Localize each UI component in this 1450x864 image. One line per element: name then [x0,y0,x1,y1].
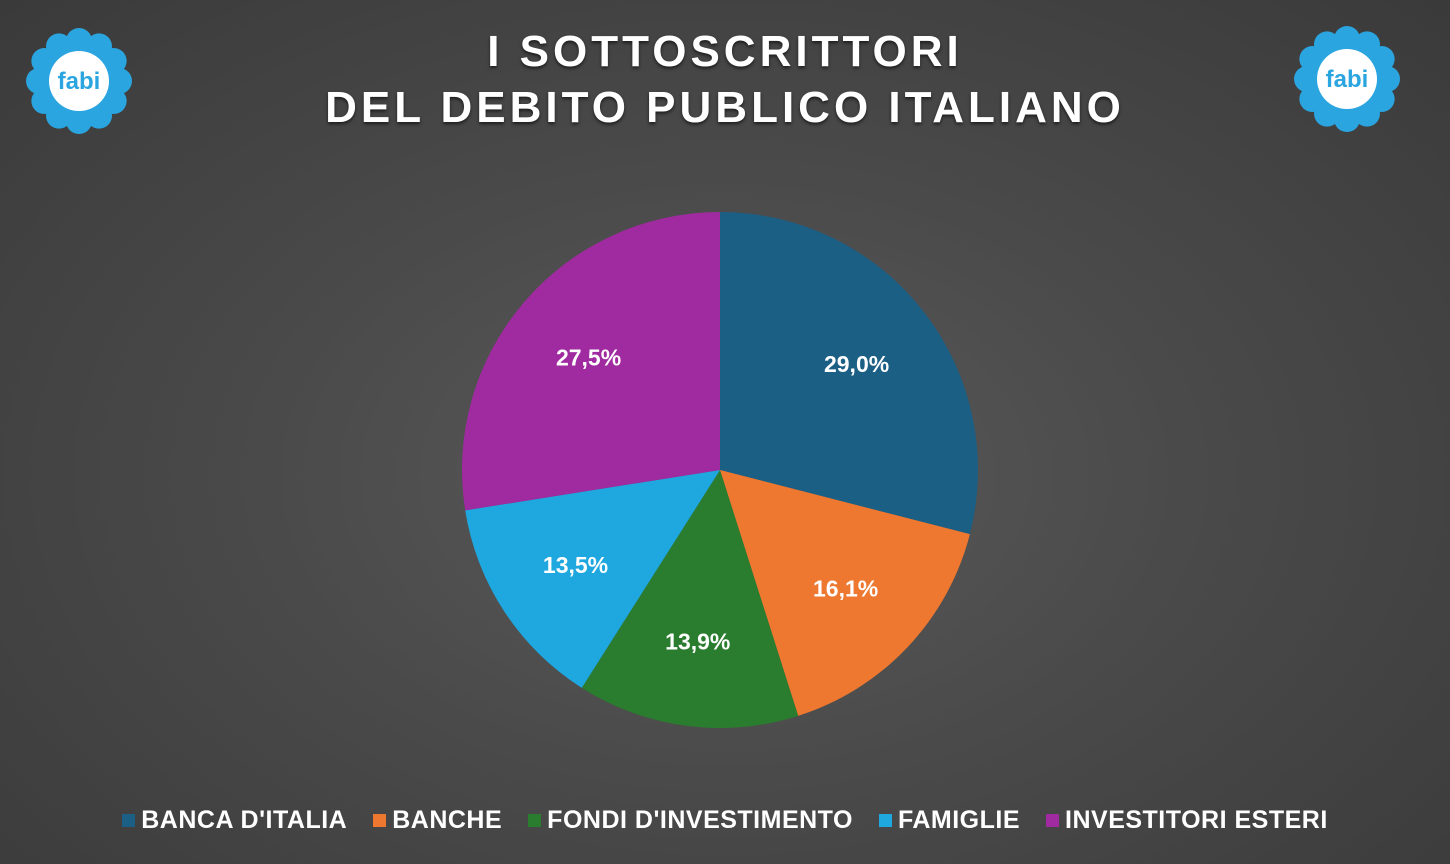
legend-label: FONDI D'INVESTIMENTO [547,806,853,834]
legend-label: INVESTITORI ESTERI [1065,806,1328,834]
pie-slice-4 [465,470,720,688]
pie-slice-label-4: 13,5% [543,552,608,578]
pie-slice-label-3: 13,9% [665,628,730,654]
legend-label: FAMIGLIE [897,806,1021,834]
legend-item-2: BANCHE [373,806,502,835]
legend-swatch [528,814,542,827]
legend-item-3: FONDI D'INVESTIMENTO [528,806,853,835]
legend-swatch [373,814,387,827]
title-line-2: DEL DEBITO PUBLICO ITALIANO [325,83,1125,132]
pie-slice-label-5: 27,5% [556,345,621,371]
chart-legend: BANCA D'ITALIA BANCHE FONDI D'INVESTIMENTO… [0,806,1450,835]
legend-swatch [122,814,136,827]
fabi-logo-left: fabi [26,28,132,134]
pie-slice-3 [581,470,799,728]
pie-slice-label-1: 29,0% [824,351,889,377]
legend-label: BANCA D'ITALIA [141,806,348,834]
pie-slice-label-2: 16,1% [813,576,878,602]
legend-item-1: BANCA D'ITALIA [122,806,347,835]
pie-slice-1 [720,212,978,535]
svg-text:fabi: fabi [1326,66,1369,93]
pie-slice-5 [462,212,720,511]
pie-chart: 29,0% 16,1% 13,9% 13,5% 27,5% [462,212,978,728]
fabi-logo-right: fabi [1294,26,1400,132]
svg-text:fabi: fabi [58,68,101,95]
legend-swatch [878,814,892,827]
title-line-1: I SOTTOSCRITTORI [487,27,963,76]
legend-item-4: FAMIGLIE [878,806,1021,835]
legend-item-5: INVESTITORI ESTERI [1046,806,1328,835]
pie-slice-2 [720,470,970,716]
legend-label: BANCHE [392,806,503,834]
legend-swatch [1046,814,1060,827]
chart-title: I SOTTOSCRITTORI DEL DEBITO PUBLICO ITAL… [0,24,1450,136]
